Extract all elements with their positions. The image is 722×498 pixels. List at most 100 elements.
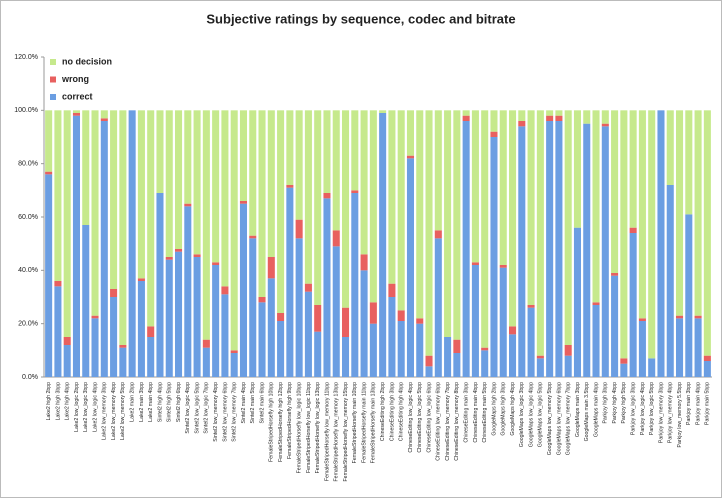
bar-segment (63, 337, 71, 345)
bar-segment (175, 110, 183, 249)
x-tick-label: ChineseEditing low_memory 8bpp (454, 382, 460, 461)
bar-segment (193, 110, 201, 255)
bar-segment (156, 193, 164, 377)
bar-segment (110, 110, 118, 289)
bar-segment (601, 126, 609, 377)
legend-swatch (50, 76, 56, 83)
bar-segment (304, 291, 312, 377)
bar-segment (193, 257, 201, 377)
bar-segment (165, 259, 173, 377)
x-tick-label: Parkjoy high 4bpp (612, 382, 618, 424)
bar-segment (388, 283, 396, 297)
x-tick-label: ChineseEditing high 3bpp (389, 382, 395, 441)
bar-segment (82, 110, 90, 225)
bar-segment (397, 321, 405, 377)
x-tick-label: ChineseEditing main 3bpp (464, 382, 470, 443)
x-tick-label: FemaleStripedHorsefly high 10bpp (269, 382, 275, 462)
bar-segment (295, 238, 303, 377)
bar-segment (583, 123, 591, 378)
x-tick-label: GoogleMaps low_logic 4bpp (528, 382, 534, 447)
bar-segment (165, 257, 173, 260)
bar-segment (304, 110, 312, 284)
bar-segment (471, 110, 479, 263)
x-tick-label: ChineseEditing low_logic 6bpp (426, 382, 432, 453)
y-tick-label: 0.0% (22, 374, 38, 381)
bar-segment (546, 115, 554, 121)
bar-segment (63, 345, 71, 377)
bar-segment (314, 331, 322, 377)
x-tick-label: Parkjoy main 5bpp (705, 382, 711, 425)
bar-segment (546, 121, 554, 377)
bar-segment (592, 302, 600, 305)
bar-segment (323, 110, 331, 193)
x-tick-label: Sintel2 low_memory 4bpp (213, 382, 219, 442)
bar-segment (351, 190, 359, 193)
bar-segment (258, 302, 266, 377)
bar-segment (462, 121, 470, 377)
x-tick-label: FemaleStripedHorsefly high 9bpp (287, 382, 293, 459)
x-tick-label: FemaleStripedHorsefly main 13bpp (371, 382, 377, 463)
bar-segment (481, 110, 489, 348)
bar-segment (703, 355, 711, 361)
bar-segment (91, 318, 99, 377)
bar-segment (676, 318, 684, 377)
bar-segment (499, 265, 507, 268)
x-tick-label: Parkjoy high 5bpp (621, 382, 627, 424)
bar-segment (286, 185, 294, 188)
x-tick-label: Lake2 low_logic 4bpp (92, 382, 98, 432)
x-tick-label: ChineseEditing low_memory 6bpp (436, 382, 442, 461)
bar-segment (406, 110, 414, 156)
bar-segment (629, 233, 637, 377)
bar-segment (676, 315, 684, 319)
bar-segment (555, 110, 563, 116)
bar-segment (462, 110, 470, 116)
legend-swatch (50, 94, 56, 100)
bar-segment (119, 345, 127, 348)
x-tick-label: Sintel2 high 6bpp (176, 382, 182, 422)
x-tick-label: Parkjoy low_memory 4bpp (668, 382, 674, 443)
x-tick-label: FemaleStripedHorsefly low_memory 13bpp (334, 382, 340, 482)
bar-segment (518, 126, 526, 377)
bar-segment (286, 187, 294, 377)
bar-segment (490, 110, 498, 132)
x-tick-label: Parkjoy low_memory 3bpp (658, 382, 664, 443)
bar-segment (221, 286, 229, 295)
x-tick-label: Parkjoy main 4bpp (695, 382, 701, 425)
x-tick-label: GoogleMaps main 4bpp (593, 382, 599, 437)
bar-segment (249, 238, 257, 377)
x-tick-label: Parkjoy main 3bpp (686, 382, 692, 425)
x-tick-label: Lake2 main 4bpp (148, 382, 154, 422)
bar-segment (323, 193, 331, 199)
y-tick-label: 20.0% (18, 321, 38, 328)
bar-segment (332, 230, 340, 247)
bar-segment (175, 251, 183, 377)
x-tick-label: Lake2 main 3bpp (139, 382, 145, 422)
bar-segment (406, 155, 414, 159)
x-tick-label: Lake2 low_logic 3bpp (83, 382, 89, 432)
bar-segment (499, 110, 507, 265)
bar-segment (332, 246, 340, 377)
bar-segment (258, 297, 266, 303)
bar-segment (471, 262, 479, 265)
x-tick-label: Lake2 high 2bpp (46, 382, 52, 420)
bar-segment (351, 110, 359, 191)
x-tick-label: Lake2 low_logic 2bpp (74, 382, 80, 432)
x-tick-label: ChineseEditing low_logic 4bpp (408, 382, 414, 453)
bar-segment (425, 110, 433, 356)
bar-segment (694, 318, 702, 377)
bar-segment (360, 110, 368, 255)
bar-segment (573, 110, 581, 228)
bar-segment (564, 355, 572, 377)
bar-segment (648, 110, 656, 359)
x-tick-label: Lake2 low_memory 5bpp (120, 382, 126, 440)
bar-segment (620, 110, 628, 359)
bar-segment (527, 110, 535, 305)
bar-segment (45, 110, 53, 172)
x-tick-label: FemaleStripedHorsefly low_memory 15bpp (343, 382, 349, 482)
bar-segment (230, 350, 238, 353)
bar-segment (490, 131, 498, 137)
bar-segment (499, 267, 507, 377)
bar-segment (601, 110, 609, 124)
bar-segment (611, 273, 619, 276)
